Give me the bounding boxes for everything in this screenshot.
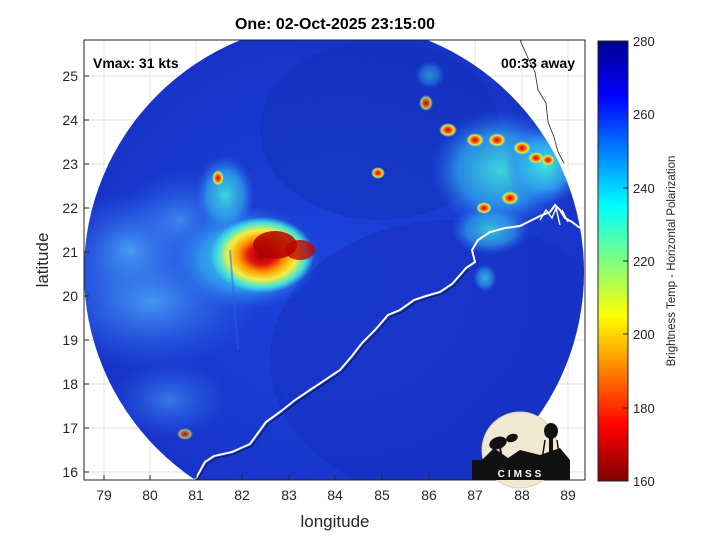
x-tick-label: 86	[421, 487, 437, 503]
vmax-annotation: Vmax: 31 kts	[93, 55, 179, 71]
logo-text: CIMSS	[498, 469, 545, 480]
x-tick-label: 89	[560, 487, 576, 503]
y-tick-label: 19	[62, 332, 78, 348]
x-tick-label: 83	[281, 487, 297, 503]
y-tick-label: 24	[62, 112, 78, 128]
x-axis-label: longitude	[300, 512, 369, 531]
colorbar-label: Brightness Temp - Horizontal Polarizatio…	[666, 156, 678, 367]
colorbar-tick: 280	[633, 34, 655, 49]
time-away-annotation: 00:33 away	[501, 55, 575, 71]
cimss-logo: CIMSS	[472, 411, 570, 489]
x-tick-label: 82	[234, 487, 250, 503]
x-tick-label: 88	[514, 487, 530, 503]
y-tick-label: 17	[62, 420, 78, 436]
colorbar-tick: 260	[633, 107, 655, 122]
x-tick-labels: 79 80 81 82 83 84 85 86 87 88 89	[96, 487, 576, 503]
x-tick-label: 85	[374, 487, 390, 503]
plot-title: One: 02-Oct-2025 23:15:00	[235, 16, 435, 33]
x-tick-label: 87	[467, 487, 483, 503]
colorbar-tick: 240	[633, 181, 655, 196]
coastline	[194, 40, 585, 480]
y-tick-label: 22	[62, 200, 78, 216]
y-tick-label: 25	[62, 68, 78, 84]
colorbar-tick: 200	[633, 327, 655, 342]
x-tick-label: 84	[327, 487, 343, 503]
x-tick-label: 80	[142, 487, 158, 503]
y-axis-label: latitude	[33, 233, 52, 288]
colorbar-tick: 160	[633, 474, 655, 489]
y-tick-label: 23	[62, 156, 78, 172]
colorbar-tick: 180	[633, 401, 655, 416]
y-tick-label: 18	[62, 376, 78, 392]
brightness-temperature-image	[84, 40, 584, 480]
x-tick-label: 81	[188, 487, 204, 503]
x-tick-label: 79	[96, 487, 112, 503]
y-tick-label: 21	[62, 244, 78, 260]
y-tick-label: 20	[62, 288, 78, 304]
y-tick-labels: 16 17 18 19 20 21 22 23 24 25	[62, 68, 78, 480]
colorbar-tick: 220	[633, 254, 655, 269]
colorbar: 160 180 200 220 240 260 280 Brightness T…	[597, 34, 678, 489]
y-tick-label: 16	[62, 464, 78, 480]
